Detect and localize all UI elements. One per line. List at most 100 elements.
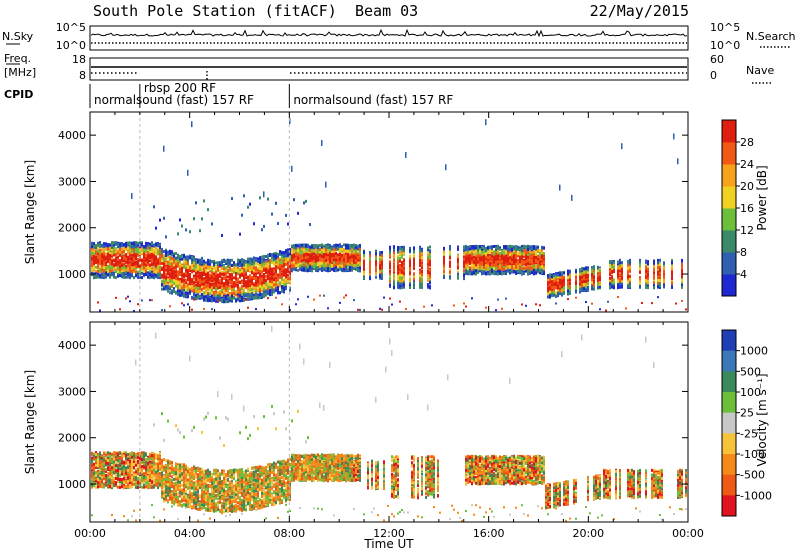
- heat-cell: [133, 257, 135, 261]
- heat-cell: [269, 290, 271, 294]
- heat-cell: [119, 269, 121, 273]
- heat-cell: [117, 255, 119, 259]
- heat-cell: [263, 280, 265, 284]
- heat-cell: [287, 261, 289, 265]
- heat-cell: [189, 269, 191, 273]
- heat-cell: [185, 266, 187, 270]
- heat-cell: [213, 259, 215, 263]
- heat-cell: [319, 250, 321, 254]
- heat-cell: [263, 262, 265, 266]
- heat-cell: [185, 262, 187, 266]
- heat-cell: [217, 283, 219, 287]
- heat-cell: [239, 274, 241, 278]
- heat-cell: [283, 284, 285, 288]
- heat-cell: [91, 251, 93, 255]
- heat-cell: [375, 259, 377, 263]
- heat-cell: [181, 273, 183, 277]
- heat-cell: [273, 275, 275, 279]
- heat-cell: [171, 262, 173, 266]
- heat-cell: [353, 244, 355, 248]
- heat-cell: [229, 266, 231, 270]
- heat-cell: [189, 290, 191, 294]
- heat-cell: [133, 261, 135, 265]
- heat-cell: [325, 252, 327, 256]
- heat-cell: [267, 258, 269, 262]
- heat-cell: [187, 282, 189, 286]
- heat-cell: [185, 274, 187, 278]
- heat-cell: [127, 264, 129, 268]
- heat-cell: [149, 274, 151, 278]
- heat-cell: [243, 271, 245, 275]
- heat-cell: [211, 275, 213, 279]
- heat-cell: [171, 289, 173, 293]
- heat-cell: [251, 271, 253, 275]
- heat-cell: [185, 282, 187, 286]
- heat-cell: [113, 263, 115, 267]
- heat-cell: [319, 264, 321, 268]
- heat-cell: [205, 285, 207, 289]
- heat-cell: [123, 269, 125, 273]
- heat-cell: [305, 266, 307, 270]
- freq-unit-label: [MHz]: [4, 66, 36, 79]
- heat-cell: [151, 245, 153, 249]
- heat-cell: [243, 298, 245, 302]
- heat-cell: [115, 249, 117, 253]
- heat-cell: [163, 285, 165, 289]
- heat-cell: [293, 198, 295, 202]
- heat-cell: [153, 259, 155, 263]
- heat-cell: [183, 255, 185, 259]
- heat-cell: [227, 275, 229, 279]
- heat-cell: [95, 265, 97, 269]
- heat-cell: [271, 292, 273, 296]
- heat-cell: [323, 267, 325, 271]
- heat-cell: [217, 265, 219, 269]
- heat-cell: [113, 247, 115, 251]
- heat-cell: [283, 263, 285, 267]
- heat-cell: [271, 260, 273, 264]
- heat-cell: [153, 267, 155, 271]
- heat-cell: [205, 294, 207, 298]
- heat-cell: [369, 270, 371, 274]
- heat-cell: [209, 288, 211, 292]
- heat-cell: [325, 258, 327, 262]
- heat-cell: [155, 246, 157, 250]
- heat-cell: [193, 288, 195, 292]
- heat-cell: [151, 274, 153, 278]
- heat-cell: [187, 169, 189, 176]
- heat-cell: [243, 274, 245, 278]
- heat-cell: [245, 284, 247, 288]
- heat-cell: [199, 277, 201, 281]
- heat-cell: [119, 264, 121, 268]
- heat-cell: [215, 293, 217, 297]
- heat-cell: [215, 286, 217, 290]
- heat-cell: [129, 253, 131, 257]
- heat-cell: [189, 279, 191, 283]
- heat-cell: [109, 246, 111, 250]
- heat-cell: [245, 266, 247, 270]
- heat-cell: [251, 288, 253, 292]
- heat-cell: [309, 256, 311, 260]
- heat-cell: [183, 261, 185, 265]
- heat-cell: [231, 280, 233, 284]
- heat-cell: [165, 252, 167, 256]
- heat-cell: [305, 199, 307, 203]
- heat-cell: [393, 258, 395, 262]
- cpid-segment-label: normalsound (fast) 157 RF: [94, 93, 254, 107]
- heat-cell: [345, 256, 347, 260]
- heat-cell: [283, 283, 285, 287]
- heat-cell: [229, 275, 231, 279]
- heat-cell: [251, 269, 253, 273]
- heat-cell: [153, 254, 155, 258]
- heat-cell: [195, 283, 197, 287]
- heat-cell: [323, 255, 325, 259]
- heat-cell: [153, 256, 155, 260]
- heat-cell: [329, 248, 331, 252]
- heat-cell: [111, 259, 113, 263]
- heat-cell: [279, 258, 281, 262]
- heat-cell: [235, 280, 237, 284]
- heat-cell: [183, 253, 185, 257]
- heat-cell: [269, 262, 271, 266]
- heat-cell: [127, 250, 129, 254]
- heat-cell: [315, 254, 317, 258]
- heat-cell: [135, 260, 137, 264]
